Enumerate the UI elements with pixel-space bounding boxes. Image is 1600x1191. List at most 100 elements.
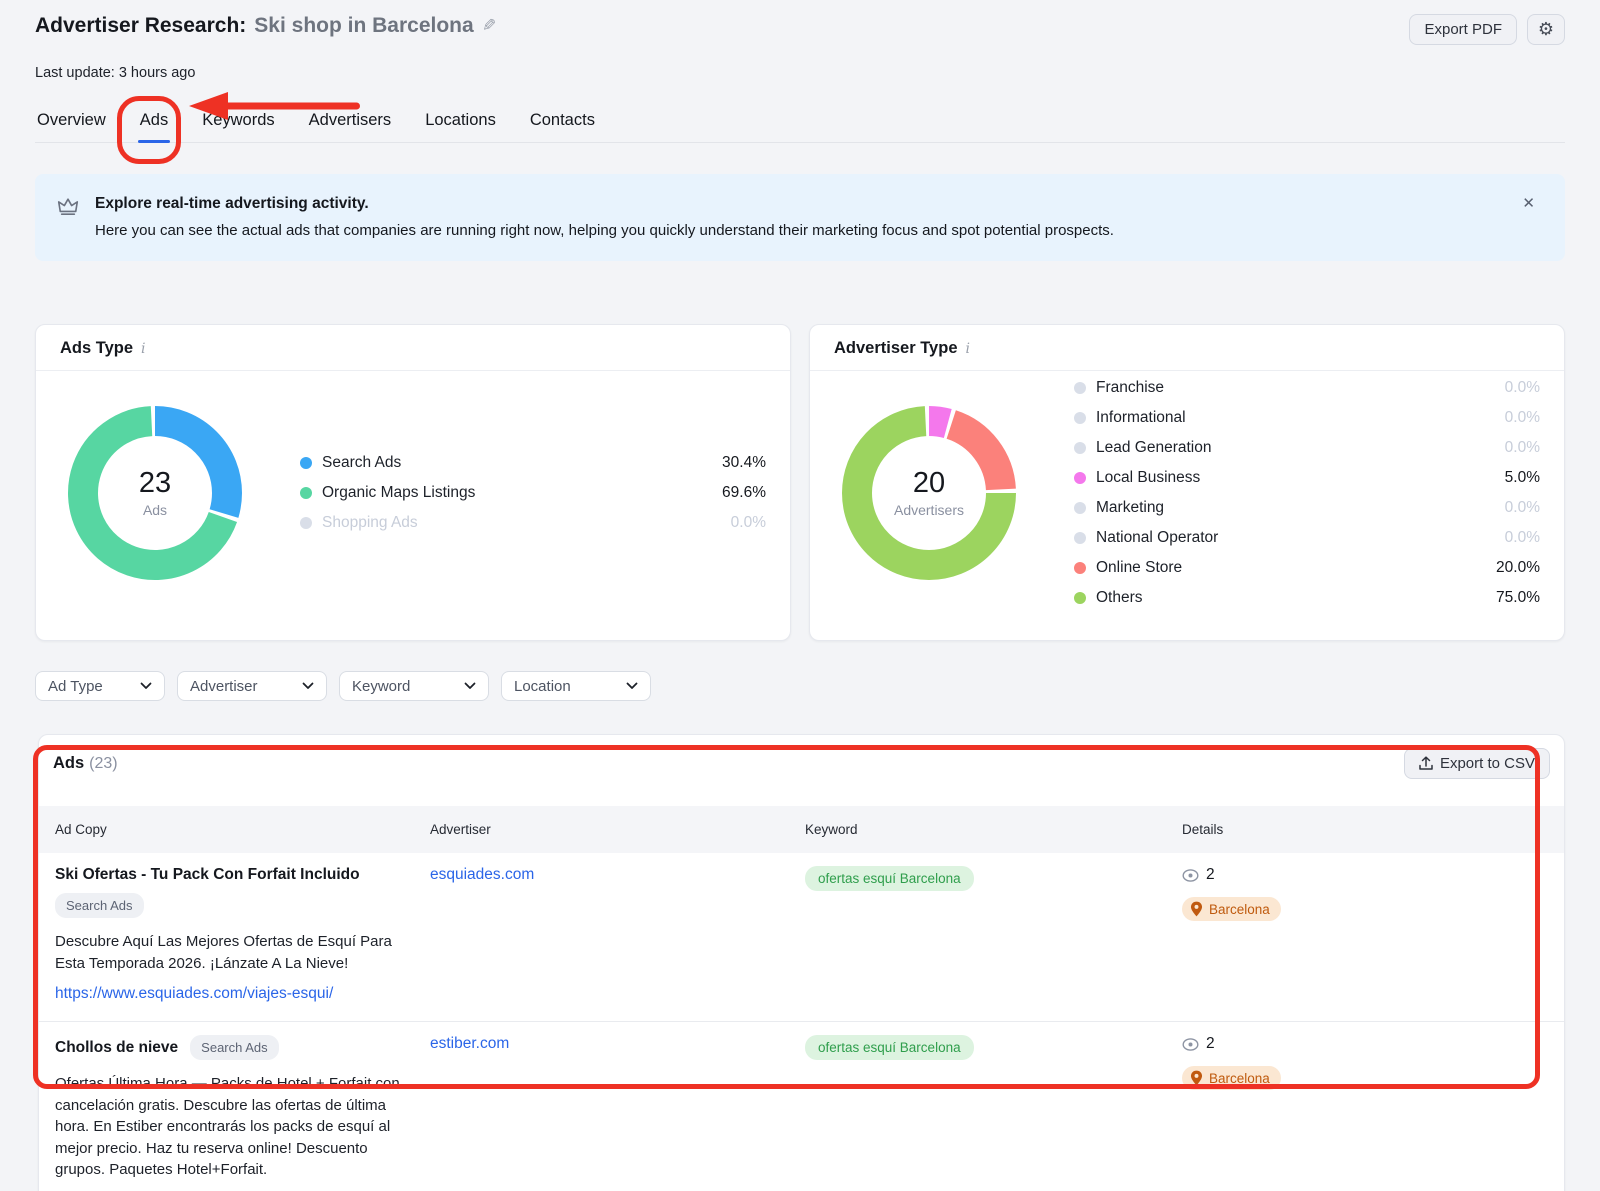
column-header-details: Details [1182, 822, 1224, 837]
donut-center-label: 23 Ads [66, 404, 244, 582]
tab-ads[interactable]: Ads [137, 105, 171, 143]
donut-unit: Advertisers [893, 502, 965, 518]
donut-svg [66, 405, 244, 586]
top-bar: Advertiser Research: Ski shop in Barcelo… [35, 14, 1565, 45]
advertiser-cell: esquiades.com [424, 866, 799, 1003]
advertiser-link[interactable]: esquiades.com [430, 866, 535, 883]
filter-dropdown-keyword[interactable]: Keyword [339, 671, 489, 701]
donut-chart: 20 Advertisers [840, 404, 1018, 582]
banner-title: Explore real-time advertising activity. [95, 195, 369, 212]
chart-legend: Search Ads 30.4% Organic Maps Listings 69.6… [300, 448, 766, 538]
ad-title: Ski Ofertas - Tu Pack Con Forfait Inclui… [55, 866, 360, 883]
page-title-line: Advertiser Research: Ski shop in Barcelo… [35, 14, 496, 38]
export-pdf-button[interactable]: Export PDF [1409, 14, 1517, 45]
filter-dropdown-advertiser[interactable]: Advertiser [177, 671, 327, 701]
tab-keywords[interactable]: Keywords [202, 111, 275, 129]
views-count: 2 [1182, 1035, 1548, 1053]
advertiser-cell: estiber.com [424, 1035, 799, 1181]
crown-icon [57, 198, 79, 215]
legend-color-dot [1074, 441, 1086, 454]
donut-unit: Ads [142, 502, 168, 518]
legend-color-dot [1074, 501, 1086, 514]
info-icon[interactable]: i [965, 340, 970, 357]
table-rows: Ski Ofertas - Tu Pack Con Forfait Inclui… [39, 853, 1564, 1191]
gear-icon: ⚙ [1537, 19, 1555, 39]
legend-label: Online Store [1096, 558, 1183, 576]
views-value: 2 [1206, 1035, 1215, 1052]
legend-value: 0.0% [1504, 378, 1540, 396]
tab-locations[interactable]: Locations [425, 111, 496, 129]
location-pill[interactable]: Barcelona [1182, 1066, 1281, 1090]
legend-value: 0.0% [1504, 438, 1540, 456]
tab-advertisers[interactable]: Advertisers [308, 111, 392, 129]
location-pin-icon [1190, 1070, 1203, 1086]
table-title: Ads [53, 754, 85, 772]
legend-item[interactable]: Online Store 20.0% [1074, 553, 1540, 583]
page-title: Advertiser Research: [35, 14, 247, 37]
chevron-down-icon [302, 682, 314, 689]
export-icon [1419, 756, 1433, 770]
legend-color-dot [1074, 531, 1086, 544]
edit-pencil-icon[interactable]: ✎ [481, 16, 496, 35]
legend-label: Organic Maps Listings [322, 483, 476, 501]
info-icon[interactable]: i [141, 340, 146, 357]
chart-cards-row: Ads Type i 23 Ads Search Ads 30.4% Organic… [35, 324, 1565, 641]
info-banner: Explore real-time advertising activity. … [35, 174, 1565, 261]
advertiser-type-card: Advertiser Type i 20 Advertisers Franchi… [809, 324, 1565, 641]
ad-copy-cell: Ski Ofertas - Tu Pack Con Forfait Inclui… [49, 866, 424, 1003]
legend-item[interactable]: Local Business 5.0% [1074, 463, 1540, 493]
legend-item[interactable]: Others 75.0% [1074, 583, 1540, 613]
tab-contacts[interactable]: Contacts [529, 111, 595, 129]
banner-close-icon[interactable]: ✕ [1522, 195, 1535, 212]
legend-item[interactable]: Informational 0.0% [1074, 403, 1540, 433]
keyword-pill[interactable]: ofertas esquí Barcelona [805, 866, 974, 891]
legend-label: Others [1096, 588, 1143, 606]
legend-color-dot [1074, 381, 1086, 394]
location-pill[interactable]: Barcelona [1182, 897, 1281, 921]
donut-center-label: 20 Advertisers [840, 404, 1018, 582]
chart-legend: Franchise 0.0% Informational 0.0% Lead Gener… [1074, 373, 1540, 613]
filter-label: Ad Type [48, 677, 103, 695]
ad-description: Descubre Aquí Las Mejores Ofertas de Esq… [55, 933, 392, 972]
filter-dropdown-location[interactable]: Location [501, 671, 651, 701]
report-tabs: Overview Ads Keywords Advertisers Locations C… [35, 105, 1565, 143]
legend-item[interactable]: Organic Maps Listings 69.6% [300, 478, 766, 508]
donut-total: 23 [138, 467, 172, 499]
legend-label: Local Business [1096, 468, 1201, 486]
ad-row: Chollos de nieve Search Ads Ofertas Última… [39, 1022, 1564, 1191]
legend-item[interactable]: Search Ads 30.4% [300, 448, 766, 478]
table-header: Ads (23) Export to CSV [39, 735, 1564, 792]
settings-gear-button[interactable]: ⚙ [1527, 14, 1565, 45]
legend-color-dot [300, 456, 312, 469]
ad-title: Chollos de nieve [55, 1038, 179, 1056]
tab-overview[interactable]: Overview [37, 111, 106, 129]
card-body: 20 Advertisers Franchise 0.0% Informationa… [810, 371, 1564, 640]
keyword-pill[interactable]: ofertas esquí Barcelona [805, 1035, 974, 1060]
banner-texts: Explore real-time advertising activity. … [95, 195, 1114, 239]
legend-item[interactable]: National Operator 0.0% [1074, 523, 1540, 553]
legend-item[interactable]: Franchise 0.0% [1074, 373, 1540, 403]
donut-total: 20 [912, 467, 946, 499]
filter-dropdown-ad-type[interactable]: Ad Type [35, 671, 165, 701]
card-title: Advertiser Type [834, 339, 958, 357]
legend-item[interactable]: Marketing 0.0% [1074, 493, 1540, 523]
location-label: Barcelona [1209, 1070, 1270, 1086]
legend-item[interactable]: Shopping Ads 0.0% [300, 508, 766, 538]
advertiser-link[interactable]: estiber.com [430, 1035, 510, 1052]
legend-value: 75.0% [1496, 588, 1540, 606]
card-header: Advertiser Type i [810, 325, 1564, 371]
legend-value: 0.0% [1504, 528, 1540, 546]
ads-type-card: Ads Type i 23 Ads Search Ads 30.4% Organic… [35, 324, 791, 641]
ads-table-card: Ads (23) Export to CSV Ad Copy Advertiser K… [38, 734, 1565, 1191]
legend-label: Search Ads [322, 453, 402, 471]
ad-url-link[interactable]: https://www.esquiades.com/viajes-esqui/ [55, 985, 334, 1002]
details-cell: 2 Barcelona [1176, 866, 1554, 1003]
card-body: 23 Ads Search Ads 30.4% Organic Maps Listi… [36, 371, 790, 640]
legend-item[interactable]: Lead Generation 0.0% [1074, 433, 1540, 463]
location-label: Barcelona [1209, 901, 1270, 917]
export-csv-button[interactable]: Export to CSV [1403, 748, 1550, 779]
legend-value: 20.0% [1496, 558, 1540, 576]
legend-color-dot [1074, 591, 1086, 604]
chevron-down-icon [464, 682, 476, 689]
ad-row: Ski Ofertas - Tu Pack Con Forfait Inclui… [39, 853, 1564, 1022]
